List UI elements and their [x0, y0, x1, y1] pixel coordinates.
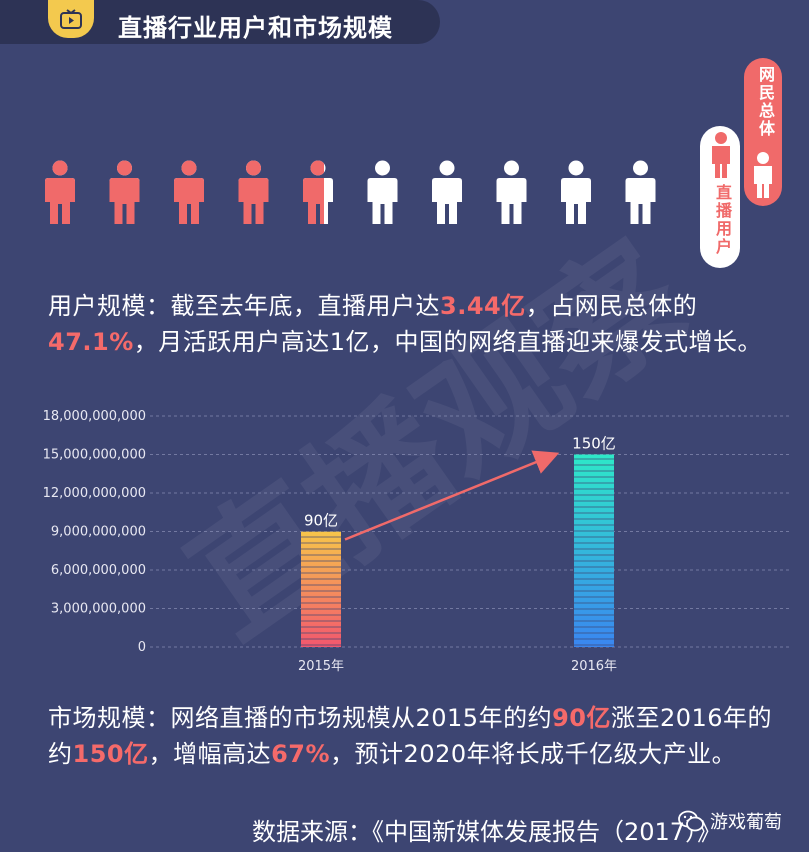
bar-stripes: [301, 531, 341, 647]
legend-total-label: 网民总体: [756, 66, 775, 138]
legend-live-person-icon: [712, 132, 730, 178]
user-scale-paragraph: 用户规模：截至去年底，直播用户达3.44亿，占网民总体的 47.1%，月活跃用户高…: [48, 288, 788, 360]
para1-text: ，占网民总体的: [525, 292, 698, 320]
para1-text: 用户规模：截至去年底，直播用户达: [48, 292, 440, 320]
person-icon: [561, 160, 591, 224]
y-tick-label: 15,000,000,000: [43, 448, 146, 463]
legend-total-person-icon: [754, 152, 772, 198]
x-tick-label: 2015年: [298, 659, 344, 674]
wechat-icon: [678, 810, 704, 832]
growth-arrow: [344, 450, 560, 541]
data-label: 90亿: [304, 512, 338, 530]
person-icon: [109, 160, 140, 224]
y-tick-label: 6,000,000,000: [51, 563, 146, 578]
person-icon: [303, 160, 333, 224]
para1-text: ，月活跃用户高达1亿，中国的网络直播迎来爆发式增长。: [133, 328, 763, 356]
data-source: 数据来源：《中国新媒体发展报告（2017）》: [252, 818, 722, 846]
y-tick-label: 12,000,000,000: [43, 486, 146, 501]
legend-total: 网民总体: [744, 58, 782, 206]
person-icon: [238, 160, 269, 224]
bar-stripes: [574, 454, 614, 647]
para2-highlight-2016: 150亿: [72, 740, 149, 768]
para2-text: ，预计2020年将长成千亿级大产业。: [330, 740, 737, 768]
person-icon: [174, 160, 204, 224]
legend-live-label: 直播用户: [713, 184, 732, 256]
section-header: 直播行业用户和市场规模: [0, 0, 440, 44]
para1-highlight-percent: 47.1%: [48, 328, 134, 356]
y-tick-label: 9,000,000,000: [51, 525, 146, 540]
para2-highlight-growth: 67%: [271, 740, 331, 768]
para2-text: ，增幅高达: [148, 740, 272, 768]
person-icon: [45, 160, 75, 224]
y-tick-label: 3,000,000,000: [51, 602, 146, 617]
para2-text: 涨至2016年的约: [48, 704, 773, 768]
tv-badge: [48, 0, 94, 38]
wechat-watermark: 游戏葡萄: [678, 808, 782, 834]
person-icon: [367, 160, 398, 224]
y-tick-label: 18,000,000,000: [43, 409, 146, 424]
data-label: 150亿: [572, 435, 616, 453]
person-icon: [432, 160, 462, 224]
y-tick-label: 0: [138, 640, 146, 655]
person-icon: [625, 160, 656, 224]
market-bar-chart: 18,000,000,000 15,000,000,000 12,000,000,0…: [43, 409, 790, 674]
para1-highlight-users: 3.44亿: [440, 292, 526, 320]
people-icons: [45, 160, 656, 224]
people-row: [40, 160, 680, 234]
para2-highlight-2015: 90亿: [552, 704, 611, 732]
para2-text: 市场规模：网络直播的市场规模从2015年的约: [48, 704, 553, 732]
person-icon: [496, 160, 527, 224]
page-title: 直播行业用户和市场规模: [118, 14, 393, 42]
market-scale-paragraph: 市场规模：网络直播的市场规模从2015年的约90亿涨至2016年的约150亿，增…: [48, 700, 788, 772]
tv-icon: [60, 9, 82, 29]
x-tick-label: 2016年: [571, 659, 617, 674]
wechat-name: 游戏葡萄: [710, 812, 782, 833]
